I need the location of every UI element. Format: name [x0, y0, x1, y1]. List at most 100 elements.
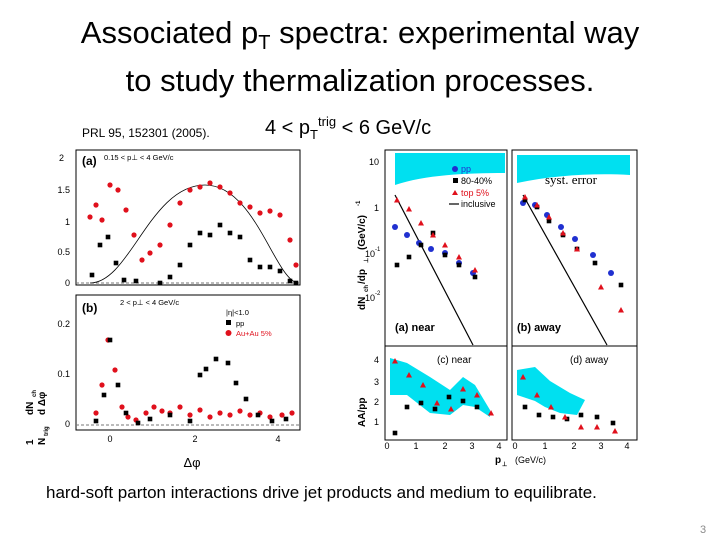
lower-ytick: 4	[374, 355, 379, 365]
caption: hard-soft parton interactions drive jet …	[46, 483, 597, 502]
panel-a-label: (a)	[82, 154, 97, 168]
central-point	[448, 406, 454, 412]
central-point	[548, 404, 554, 410]
xtick-right: 3	[598, 441, 603, 451]
upper-y-axis-label: dN ch /dp ⊥ (GeV/c) -1	[356, 200, 370, 310]
pp-point	[123, 410, 129, 416]
auau-point	[107, 182, 113, 188]
central-point	[406, 372, 412, 378]
pp-point	[590, 252, 596, 258]
pp-point	[293, 280, 299, 286]
central-point	[560, 230, 566, 236]
central-point	[472, 267, 478, 273]
upper-ytick: 10	[369, 157, 379, 167]
auau-point	[247, 412, 253, 418]
auau-point	[131, 232, 137, 238]
legend-pp-label: pp	[236, 319, 244, 328]
auau-point	[187, 187, 193, 193]
central-point	[612, 428, 618, 434]
pp-point	[217, 222, 223, 228]
legend-central-marker	[452, 190, 458, 195]
legend-peripheral-marker	[453, 178, 458, 183]
pp-point	[243, 396, 249, 402]
lower-syst-band-away	[517, 367, 585, 415]
lower-ytick: 3	[374, 377, 379, 387]
peripheral-point	[446, 394, 452, 400]
peripheral-point	[406, 254, 412, 260]
pp-point	[121, 277, 127, 283]
svg-text:d Δφ: d Δφ	[37, 392, 48, 415]
pp-point	[115, 382, 121, 388]
right-x-axis-label: p ⊥ (GeV/c)	[495, 455, 546, 468]
trigger-range: 4 < pTtrig < 6 GeV/c	[265, 114, 432, 142]
svg-text:N: N	[37, 438, 48, 445]
auau-point	[187, 412, 193, 418]
auau-point	[159, 408, 165, 414]
pp-point	[227, 230, 233, 236]
x-tick: 4	[275, 434, 280, 444]
legend-auau-marker	[225, 330, 232, 336]
inclusive-line-away	[522, 194, 608, 346]
panel-a-ytick: 2	[59, 153, 64, 163]
pp-point	[89, 272, 95, 278]
xtick-left: 2	[442, 441, 447, 451]
panel-b-ytick: 0	[65, 419, 70, 429]
panel-b-ytick: 0.1	[57, 369, 70, 379]
auau-point	[139, 257, 145, 263]
auau-point	[112, 367, 118, 373]
panel-b-frame	[75, 294, 301, 431]
right-data-markers	[392, 194, 624, 436]
auau-point	[99, 382, 105, 388]
svg-text:⊥: ⊥	[363, 258, 370, 263]
svg-text:ch: ch	[32, 390, 38, 397]
auau-point	[237, 200, 243, 206]
auau-point	[177, 404, 183, 410]
pp-point	[197, 372, 203, 378]
panel-d-away-frame	[511, 345, 638, 441]
x-tick: 2	[192, 434, 197, 444]
peripheral-point	[460, 398, 466, 404]
peripheral-point	[418, 242, 424, 248]
pp-point	[237, 234, 243, 240]
lower-ytick: 2	[374, 397, 379, 407]
central-point	[434, 400, 440, 406]
upper-syst-band-away	[517, 155, 630, 183]
pp-point	[107, 337, 113, 343]
central-point	[460, 386, 466, 392]
peripheral-point	[456, 262, 462, 268]
panel-c-near-label: (c) near	[437, 355, 472, 366]
peripheral-point	[546, 218, 552, 224]
auau-point	[293, 262, 299, 268]
pp-point	[207, 232, 213, 238]
auau-point	[257, 210, 263, 216]
central-point	[442, 242, 448, 248]
auau-point	[123, 207, 129, 213]
auau-point	[143, 410, 149, 416]
central-point	[598, 284, 604, 290]
svg-text:dN: dN	[357, 297, 368, 310]
lower-ytick: 1	[374, 417, 379, 427]
central-point	[546, 214, 552, 220]
auau-point	[87, 214, 93, 220]
auau-point	[115, 187, 121, 193]
peripheral-point	[392, 430, 398, 436]
auau-point	[267, 208, 273, 214]
pp-point	[404, 232, 410, 238]
svg-text:dN: dN	[25, 402, 36, 415]
pp-point	[269, 418, 275, 424]
auau-point	[247, 204, 253, 210]
panel-a-ytick: 1.5	[57, 185, 70, 195]
peripheral-point	[618, 282, 624, 288]
legend-pp-marker	[226, 320, 231, 325]
legend-peripheral-label: 80-40%	[461, 176, 492, 186]
pp-point	[167, 274, 173, 280]
pp-point	[213, 356, 219, 362]
auau-point	[289, 410, 295, 416]
xtick-left: 1	[413, 441, 418, 451]
pp-point	[147, 416, 153, 422]
auau-point	[287, 237, 293, 243]
auau-point	[217, 184, 223, 190]
panel-a-fit-curve	[89, 184, 299, 284]
peripheral-point	[404, 404, 410, 410]
pp-point	[257, 264, 263, 270]
